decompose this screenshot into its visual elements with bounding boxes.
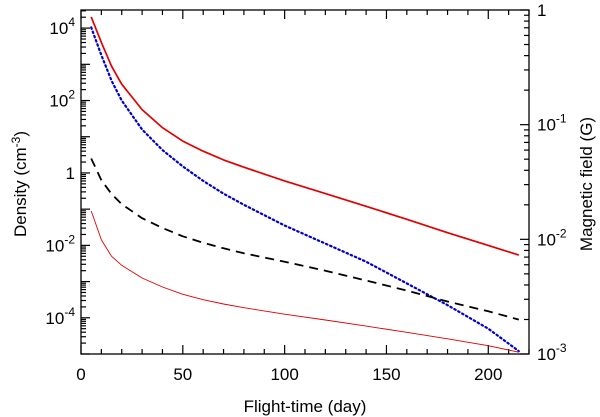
tick-labels: 0 50 100 150 200 104 102 1 10-2 10-4 1 10-1 10-2 10-3 xyxy=(45,1,567,384)
data-series xyxy=(90,16,520,353)
series-line-2 xyxy=(90,26,520,353)
y-right-tick-label: 10-3 xyxy=(537,341,567,364)
y-right-tick-label: 10-2 xyxy=(537,226,567,249)
y-left-tick-label: 104 xyxy=(49,15,75,38)
y-right-tick-label: 10-1 xyxy=(537,112,567,135)
y-left-tick-label: 10-2 xyxy=(45,232,75,255)
y-left-tick-label: 10-4 xyxy=(45,305,75,328)
x-axis-title: Flight-time (day) xyxy=(244,397,367,416)
y-axis-title-left: Density (cm-3) xyxy=(9,131,30,237)
x-tick-label: 200 xyxy=(474,365,502,384)
x-tick-label: 0 xyxy=(76,365,85,384)
x-tick-label: 50 xyxy=(173,365,192,384)
series-line-3 xyxy=(90,158,520,321)
y-axis-title-left-sup: -3 xyxy=(9,136,23,147)
y-left-tick-label: 102 xyxy=(49,88,75,111)
x-tick-label: 150 xyxy=(372,365,400,384)
series-line-4 xyxy=(90,210,519,353)
plot-frame xyxy=(80,9,530,355)
y-left-tick-label: 1 xyxy=(66,164,75,183)
tick-marks xyxy=(80,9,530,355)
x-tick-label: 100 xyxy=(270,365,298,384)
series-line-1 xyxy=(90,16,520,256)
y-axis-title-right: Magnetic field (G) xyxy=(577,117,596,251)
y-right-tick-label: 1 xyxy=(537,1,546,20)
